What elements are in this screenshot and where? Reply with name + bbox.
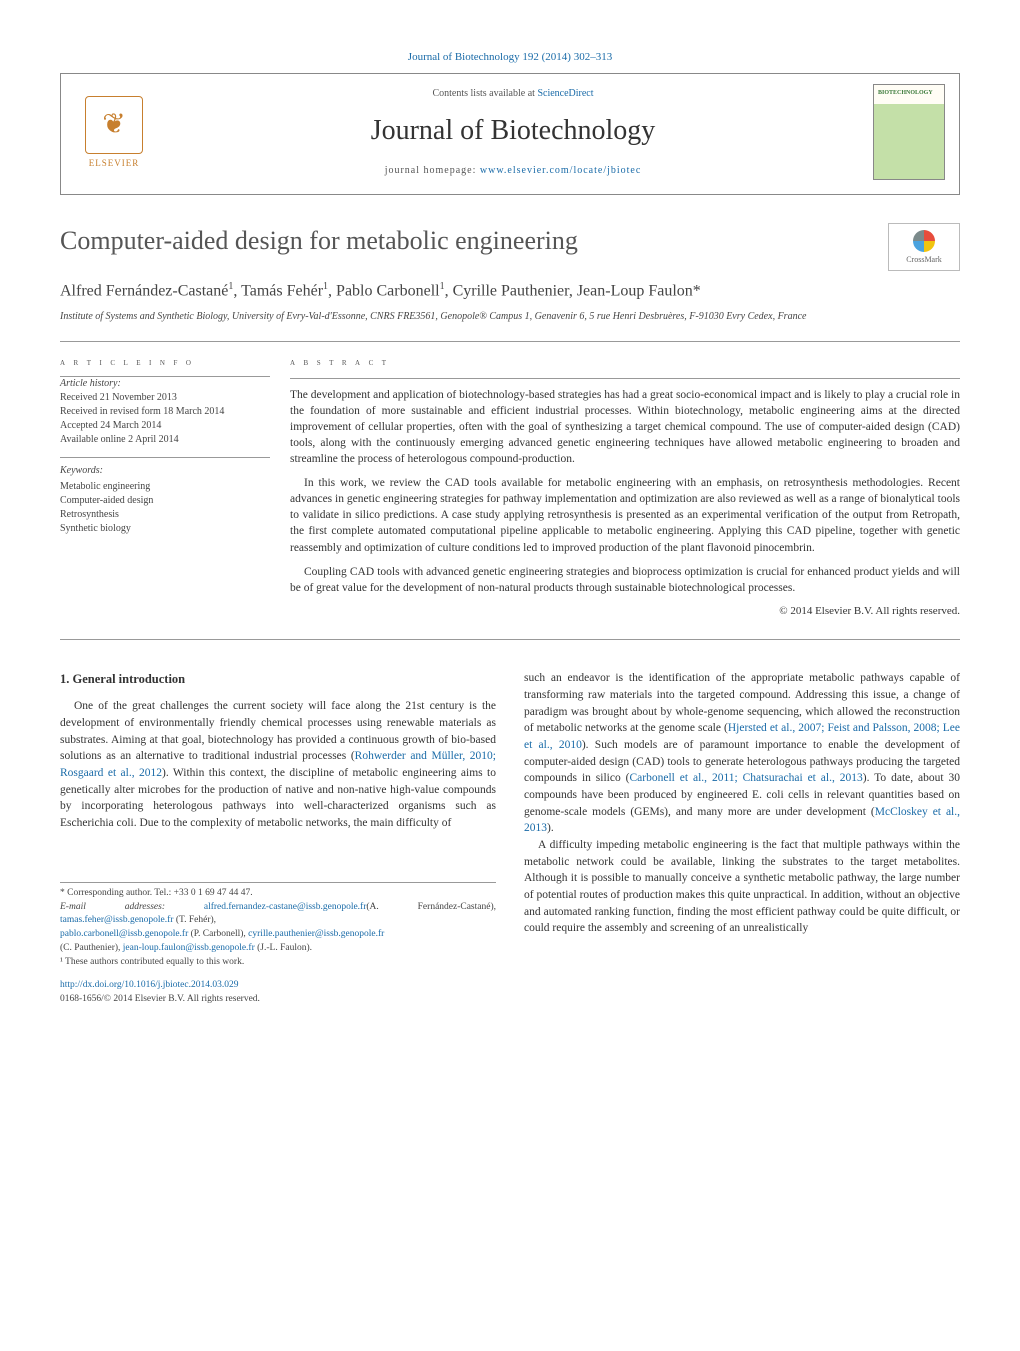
info-abstract-row: a r t i c l e i n f o Article history: R… <box>60 356 960 620</box>
info-divider-2 <box>60 457 270 458</box>
crossmark-icon <box>913 230 935 252</box>
abstract-divider <box>290 378 960 379</box>
article-info-heading: a r t i c l e i n f o <box>60 356 270 370</box>
history-label: Article history: <box>60 377 270 391</box>
email-who: (J.-L. Faulon). <box>255 943 312 953</box>
citation-link[interactable]: Carbonell et al., 2011; Chatsurachai et … <box>629 772 862 784</box>
abstract-column: a b s t r a c t The development and appl… <box>290 356 960 620</box>
journal-header-box: ❦ ELSEVIER Contents lists available at S… <box>60 73 960 195</box>
keywords-label: Keywords: <box>60 464 270 478</box>
history-received: Received 21 November 2013 <box>60 391 270 405</box>
email-link[interactable]: pablo.carbonell@issb.genopole.fr <box>60 929 188 939</box>
contents-available-line: Contents lists available at ScienceDirec… <box>153 87 873 101</box>
email-who: (P. Carbonell), <box>188 929 248 939</box>
article-history: Article history: Received 21 November 20… <box>60 377 270 447</box>
body-paragraph: A difficulty impeding metabolic engineer… <box>524 837 960 937</box>
footnotes: * Corresponding author. Tel.: +33 0 1 69… <box>60 882 496 970</box>
body-columns: 1. General introduction One of the great… <box>60 670 960 1007</box>
page-container: Journal of Biotechnology 192 (2014) 302–… <box>0 0 1020 1057</box>
divider-top <box>60 341 960 342</box>
elsevier-logo: ❦ ELSEVIER <box>75 88 153 176</box>
keyword: Computer-aided design <box>60 494 270 508</box>
abstract-copyright: © 2014 Elsevier B.V. All rights reserved… <box>290 604 960 619</box>
journal-homepage-line: journal homepage: www.elsevier.com/locat… <box>153 164 873 178</box>
elsevier-label: ELSEVIER <box>89 157 140 170</box>
history-accepted: Accepted 24 March 2014 <box>60 419 270 433</box>
body-column-left: 1. General introduction One of the great… <box>60 670 496 1007</box>
keyword: Synthetic biology <box>60 522 270 536</box>
sciencedirect-link[interactable]: ScienceDirect <box>537 88 593 99</box>
history-revised: Received in revised form 18 March 2014 <box>60 405 270 419</box>
abstract-heading: a b s t r a c t <box>290 356 960 370</box>
contents-prefix: Contents lists available at <box>432 88 537 99</box>
email-link[interactable]: alfred.fernandez-castane@issb.genopole.f… <box>204 902 367 912</box>
body-paragraph: such an endeavor is the identification o… <box>524 670 960 837</box>
page-footer: http://dx.doi.org/10.1016/j.jbiotec.2014… <box>60 979 496 1007</box>
affiliation: Institute of Systems and Synthetic Biolo… <box>60 310 960 323</box>
article-info-column: a r t i c l e i n f o Article history: R… <box>60 356 290 620</box>
email-link[interactable]: jean-loup.faulon@issb.genopole.fr <box>123 943 255 953</box>
email-who: (C. Pauthenier), <box>60 943 123 953</box>
body-column-right: such an endeavor is the identification o… <box>524 670 960 1007</box>
crossmark-badge[interactable]: CrossMark <box>888 223 960 271</box>
journal-cover-thumbnail: BIOTECHNOLOGY <box>873 84 945 180</box>
body-text: ). <box>547 822 554 834</box>
email-who: (A. Fernández-Castané), <box>366 902 496 912</box>
keyword: Retrosynthesis <box>60 508 270 522</box>
history-online: Available online 2 April 2014 <box>60 433 270 447</box>
abstract-paragraph: Coupling CAD tools with advanced genetic… <box>290 564 960 596</box>
doi-link[interactable]: http://dx.doi.org/10.1016/j.jbiotec.2014… <box>60 980 238 990</box>
crossmark-label: CrossMark <box>906 254 942 265</box>
article-title: Computer-aided design for metabolic engi… <box>60 223 888 259</box>
email-label: E-mail addresses: <box>60 902 204 912</box>
header-center: Contents lists available at ScienceDirec… <box>153 87 873 178</box>
corresponding-author-note: * Corresponding author. Tel.: +33 0 1 69… <box>60 887 496 901</box>
journal-reference-link[interactable]: Journal of Biotechnology 192 (2014) 302–… <box>408 51 612 63</box>
journal-reference-line: Journal of Biotechnology 192 (2014) 302–… <box>60 50 960 65</box>
divider-bottom <box>60 639 960 640</box>
cover-title: BIOTECHNOLOGY <box>878 89 933 97</box>
email-addresses: E-mail addresses: alfred.fernandez-casta… <box>60 901 496 956</box>
equal-contribution-note: ¹ These authors contributed equally to t… <box>60 956 496 970</box>
email-link[interactable]: tamas.feher@issb.genopole.fr <box>60 915 173 925</box>
title-row: Computer-aided design for metabolic engi… <box>60 223 960 271</box>
keywords-block: Keywords: Metabolic engineering Computer… <box>60 464 270 536</box>
journal-homepage-link[interactable]: www.elsevier.com/locate/jbiotec <box>480 165 641 176</box>
homepage-prefix: journal homepage: <box>385 165 480 176</box>
journal-name: Journal of Biotechnology <box>153 111 873 150</box>
issn-copyright: 0168-1656/© 2014 Elsevier B.V. All right… <box>60 994 260 1004</box>
abstract-paragraph: The development and application of biote… <box>290 387 960 467</box>
authors-line: Alfred Fernández-Castané1, Tamás Fehér1,… <box>60 279 960 303</box>
section-heading: 1. General introduction <box>60 670 496 688</box>
abstract-paragraph: In this work, we review the CAD tools av… <box>290 475 960 555</box>
elsevier-tree-icon: ❦ <box>85 96 143 154</box>
keyword: Metabolic engineering <box>60 480 270 494</box>
email-who: (T. Fehér), <box>173 915 216 925</box>
body-paragraph: One of the great challenges the current … <box>60 698 496 831</box>
email-link[interactable]: cyrille.pauthenier@issb.genopole.fr <box>248 929 384 939</box>
